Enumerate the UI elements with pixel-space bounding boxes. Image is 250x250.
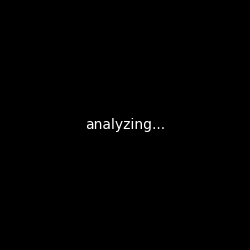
Text: analyzing...: analyzing... (85, 118, 165, 132)
